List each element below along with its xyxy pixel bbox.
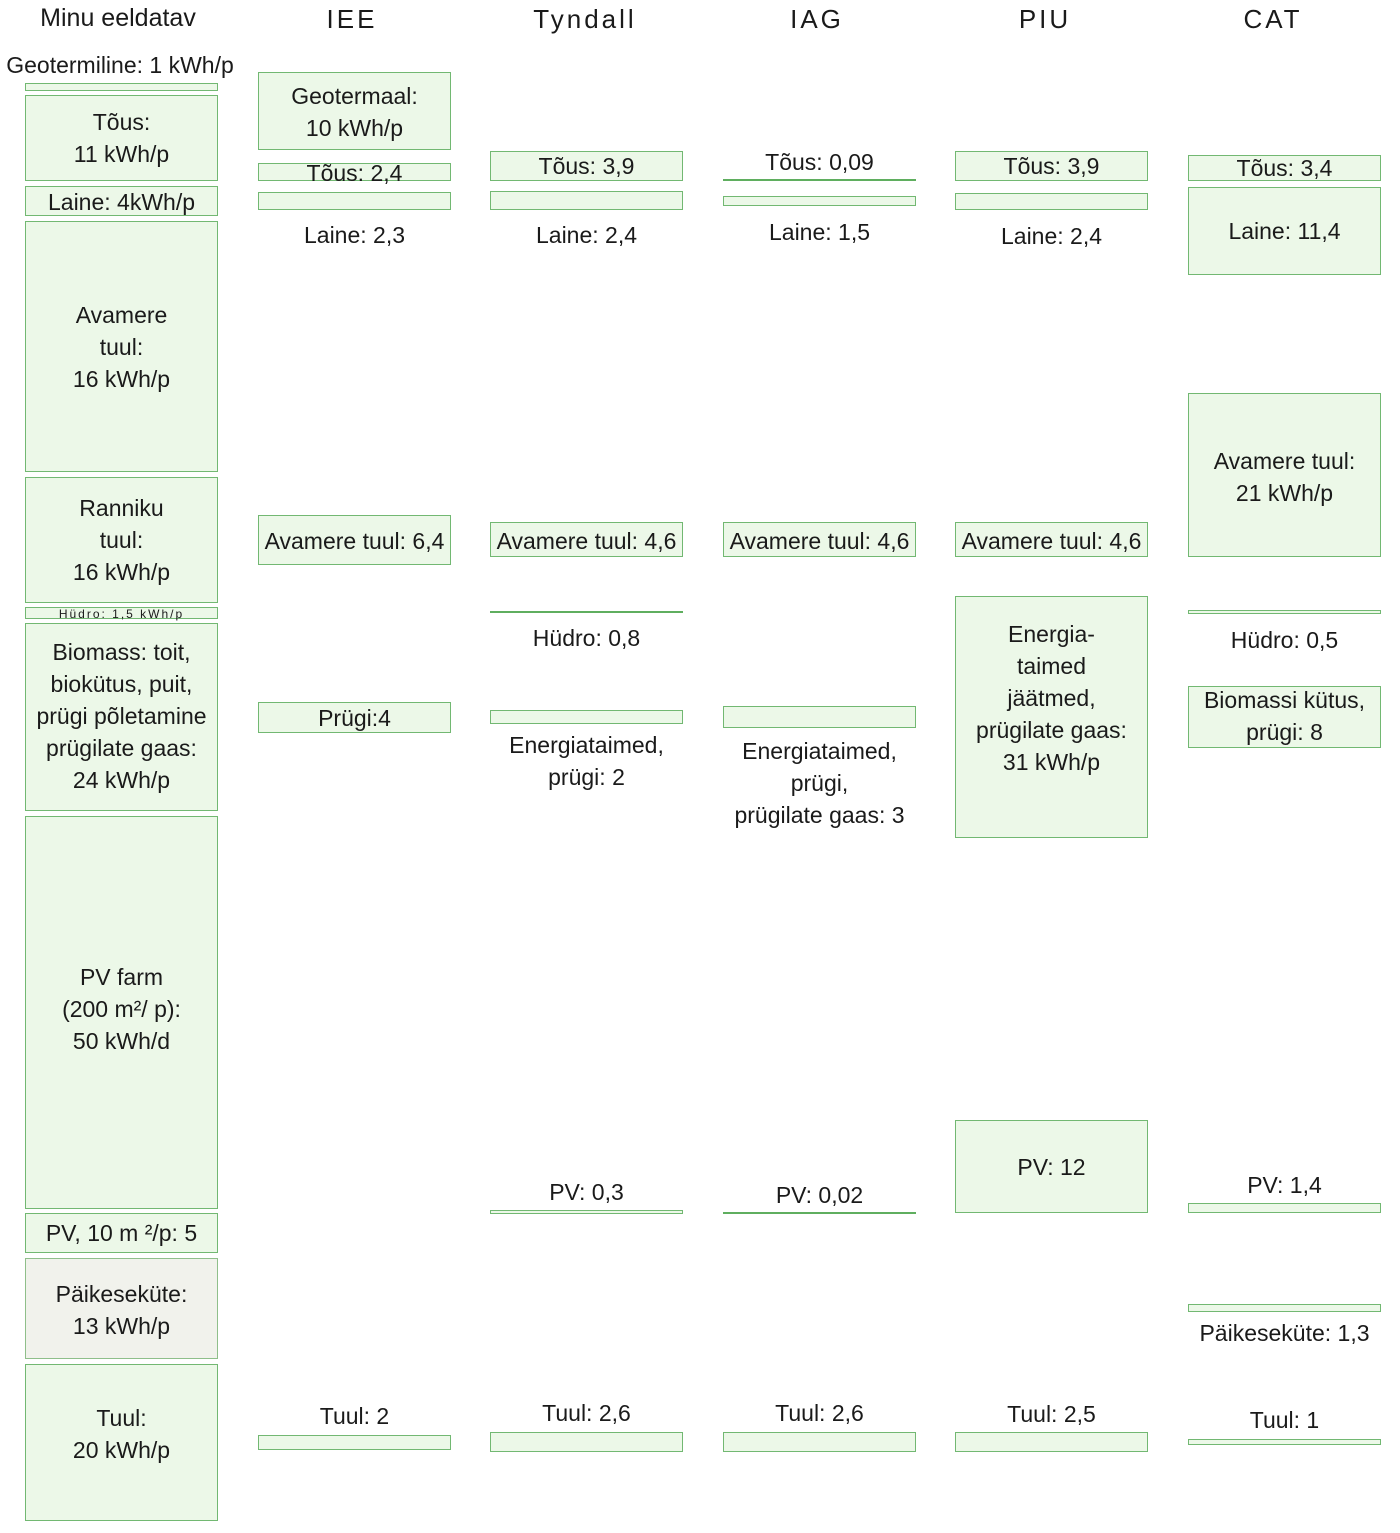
cat-bar-box bbox=[1188, 1203, 1381, 1213]
tyndall-tuul-2-6-label: Tuul: 2,6 bbox=[542, 1400, 631, 1426]
tyndall-avamere-tuul-4-6-box bbox=[490, 522, 683, 557]
cat-laine-11-4-box bbox=[1188, 187, 1381, 275]
iee-prugi-4-box bbox=[258, 702, 451, 733]
iee-bar-box bbox=[258, 192, 451, 210]
minu-eeldatav-ranniku-box bbox=[25, 477, 218, 603]
piu-pv-12-label: PV: 12 bbox=[1017, 1154, 1086, 1180]
tyndall-tous-3-9-label: Tõus: 3,9 bbox=[538, 153, 635, 179]
minu-eeldatav-biomass-toit-label: Biomass: toit, biokütus, puit, prügi põl… bbox=[36, 639, 207, 793]
iag-bar-line bbox=[723, 1212, 916, 1214]
piu-tuul-2-5-label: Tuul: 2,5 bbox=[1007, 1401, 1096, 1427]
cat-pv-1-4-label: PV: 1,4 bbox=[1247, 1172, 1322, 1198]
minu-eeldatav-pv-10-m-p-5-label: PV, 10 m ²/p: 5 bbox=[45, 1220, 198, 1246]
iee-laine-2-3-label: Laine: 2,3 bbox=[303, 222, 406, 248]
tyndall-bar-line bbox=[490, 611, 683, 613]
minu-eeldatav-bar-box bbox=[25, 83, 218, 91]
piu-avamere-tuul-4-6-label: Avamere tuul: 4,6 bbox=[961, 528, 1142, 554]
minu-eeldatav-paikesekute-box bbox=[25, 1258, 218, 1359]
iee-geotermaal-label: Geotermaal: 10 kWh/p bbox=[291, 83, 418, 141]
cat-hudro-0-5-label: Hüdro: 0,5 bbox=[1230, 627, 1339, 653]
piu-bar-box bbox=[955, 193, 1148, 210]
piu-tous-3-9-label: Tõus: 3,9 bbox=[1003, 153, 1100, 179]
cat-bar-box bbox=[1188, 610, 1381, 614]
minu-eeldatav-laine-4kwh-p-box bbox=[25, 186, 218, 216]
column-header-iee: IEE bbox=[326, 4, 378, 34]
minu-eeldatav-laine-4kwh-p-label: Laine: 4kWh/p bbox=[47, 189, 196, 215]
iee-avamere-tuul-6-4-label: Avamere tuul: 6,4 bbox=[264, 528, 445, 554]
minu-eeldatav-tous-label: Tõus: 11 kWh/p bbox=[73, 109, 170, 167]
tyndall-avamere-tuul-4-6-label: Avamere tuul: 4,6 bbox=[496, 528, 677, 554]
iag-bar-box bbox=[723, 706, 916, 728]
minu-eeldatav-pv-10-m-p-5-box bbox=[25, 1213, 218, 1253]
iag-bar-box bbox=[723, 1432, 916, 1452]
cat-biomassi-kutus-box bbox=[1188, 686, 1381, 748]
minu-eeldatav-biomass-toit-box bbox=[25, 623, 218, 811]
minu-eeldatav-avamere-box bbox=[25, 221, 218, 472]
minu-eeldatav-hudro-1-5-kwh-p-box bbox=[25, 607, 218, 619]
cat-avamere-tuul-box bbox=[1188, 393, 1381, 557]
column-header-cat: CAT bbox=[1243, 4, 1303, 34]
minu-eeldatav-paikesekute-label: Päikeseküte: 13 kWh/p bbox=[55, 1281, 188, 1339]
iag-tuul-2-6-label: Tuul: 2,6 bbox=[775, 1400, 864, 1426]
cat-biomassi-kutus-label: Biomassi kütus, prügi: 8 bbox=[1203, 687, 1366, 745]
iag-avamere-tuul-4-6-label: Avamere tuul: 4,6 bbox=[729, 528, 910, 554]
cat-bar-box bbox=[1188, 1304, 1381, 1312]
iee-avamere-tuul-6-4-box bbox=[258, 515, 451, 565]
iee-prugi-4-label: Prügi:4 bbox=[318, 705, 391, 731]
minu-eeldatav-pv-farm-label: PV farm (200 m²/ p): 50 kWh/d bbox=[62, 964, 181, 1054]
iag-avamere-tuul-4-6-box bbox=[723, 522, 916, 557]
iag-energiataimed-label: Energiataimed, prügi, prügilate gaas: 3 bbox=[734, 738, 905, 828]
column-header-minu-eeldatav: Minu eeldatav bbox=[40, 4, 196, 32]
tyndall-pv-0-3-label: PV: 0,3 bbox=[549, 1179, 624, 1205]
tyndall-bar-box bbox=[490, 191, 683, 210]
tyndall-energiataimed-label: Energiataimed, prügi: 2 bbox=[509, 732, 664, 790]
tyndall-tous-3-9-box bbox=[490, 151, 683, 181]
minu-eeldatav-avamere-label: Avamere tuul: 16 kWh/p bbox=[72, 302, 171, 392]
column-header-piu: PIU bbox=[1018, 4, 1072, 34]
cat-tous-3-4-box bbox=[1188, 155, 1381, 181]
piu-energia-box bbox=[955, 596, 1148, 838]
cat-tous-3-4-label: Tõus: 3,4 bbox=[1236, 155, 1333, 181]
cat-avamere-tuul-label: Avamere tuul: 21 kWh/p bbox=[1213, 448, 1356, 506]
piu-avamere-tuul-4-6-box bbox=[955, 522, 1148, 557]
column-header-tyndall: Tyndall bbox=[533, 4, 637, 34]
iag-tous-0-09-label: Tõus: 0,09 bbox=[765, 149, 874, 175]
cat-paikesekute-1-3-label: Päikeseküte: 1,3 bbox=[1199, 1320, 1370, 1346]
minu-eeldatav-hudro-1-5-kwh-p-label: Hüdro: 1,5 kWh/p bbox=[58, 607, 185, 621]
iee-tous-2-4-box bbox=[258, 163, 451, 181]
minu-eeldatav-tous-box bbox=[25, 95, 218, 181]
minu-eeldatav-geotermiline-1-kwh-p-label: Geotermiline: 1 kWh/p bbox=[6, 52, 234, 78]
column-header-iag: IAG bbox=[790, 4, 844, 34]
tyndall-bar-box bbox=[490, 1210, 683, 1214]
piu-bar-box bbox=[955, 1432, 1148, 1452]
piu-energia-label: Energia- taimed jäätmed, prügilate gaas:… bbox=[976, 621, 1127, 775]
cat-tuul-1-label: Tuul: 1 bbox=[1249, 1407, 1320, 1433]
piu-tous-3-9-box bbox=[955, 151, 1148, 181]
minu-eeldatav-pv-farm-box bbox=[25, 816, 218, 1209]
tyndall-laine-2-4-label: Laine: 2,4 bbox=[535, 222, 638, 248]
iag-laine-1-5-label: Laine: 1,5 bbox=[768, 219, 871, 245]
minu-eeldatav-tuul-label: Tuul: 20 kWh/p bbox=[72, 1405, 171, 1463]
minu-eeldatav-tuul-box bbox=[25, 1364, 218, 1521]
iee-bar-box bbox=[258, 1435, 451, 1450]
iee-tuul-2-label: Tuul: 2 bbox=[319, 1403, 390, 1429]
iag-pv-0-02-label: PV: 0,02 bbox=[775, 1182, 864, 1208]
iag-bar-box bbox=[723, 196, 916, 206]
minu-eeldatav-ranniku-label: Ranniku tuul: 16 kWh/p bbox=[72, 495, 171, 585]
cat-bar-box bbox=[1188, 1439, 1381, 1445]
iag-bar-line bbox=[723, 179, 916, 181]
tyndall-bar-box bbox=[490, 1432, 683, 1452]
iee-tous-2-4-label: Tõus: 2,4 bbox=[306, 160, 403, 186]
piu-laine-2-4-label: Laine: 2,4 bbox=[1000, 223, 1103, 249]
iee-geotermaal-box bbox=[258, 72, 451, 150]
tyndall-bar-box bbox=[490, 710, 683, 724]
tyndall-hudro-0-8-label: Hüdro: 0,8 bbox=[532, 625, 641, 651]
piu-pv-12-box bbox=[955, 1120, 1148, 1213]
cat-laine-11-4-label: Laine: 11,4 bbox=[1228, 218, 1341, 244]
